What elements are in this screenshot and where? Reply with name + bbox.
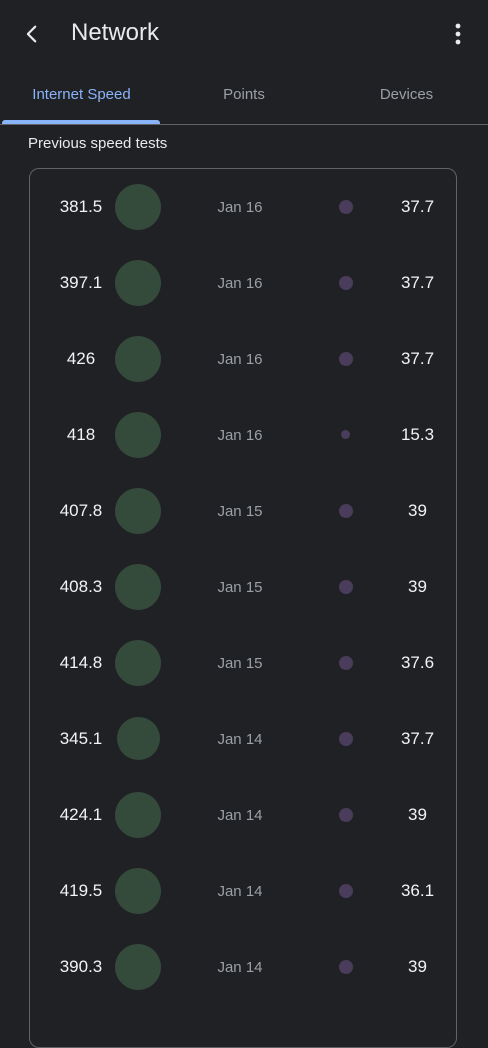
upload-speed: 37.6: [400, 653, 435, 672]
upload-indicator: [339, 808, 353, 822]
download-indicator: [115, 184, 161, 230]
more-options-button[interactable]: [442, 16, 474, 52]
test-date: Jan 14: [217, 806, 263, 824]
download-speed: 424.1: [59, 805, 103, 824]
upload-indicator: [339, 580, 353, 594]
upload-speed: 37.7: [400, 273, 435, 292]
app-bar: Network: [0, 0, 488, 66]
upload-speed: 39: [408, 577, 427, 596]
back-button[interactable]: [14, 16, 50, 52]
tab-label: Points: [223, 86, 265, 103]
download-speed: 414.8: [59, 653, 103, 672]
upload-indicator: [339, 200, 353, 214]
upload-speed: 39: [408, 805, 427, 824]
download-indicator: [115, 868, 161, 914]
download-indicator: [115, 792, 161, 838]
download-indicator: [115, 944, 161, 990]
test-date: Jan 15: [217, 578, 263, 596]
upload-indicator: [341, 430, 350, 439]
upload-indicator: [339, 504, 353, 518]
download-indicator: [117, 717, 160, 760]
page-title: Network: [71, 19, 160, 46]
download-speed: 390.3: [59, 957, 103, 976]
tab-points[interactable]: Points: [163, 66, 325, 123]
speed-test-row[interactable]: 414.8 Jan 15 37.6: [30, 625, 458, 701]
speed-test-row[interactable]: 381.5 Jan 16 37.7: [30, 169, 458, 245]
test-date: Jan 16: [217, 350, 263, 368]
upload-indicator: [339, 732, 353, 746]
tab-bar: Internet Speed Points Devices: [0, 66, 488, 125]
tab-label: Internet Speed: [32, 86, 131, 103]
upload-speed: 37.7: [400, 349, 435, 368]
download-speed: 426: [66, 349, 96, 368]
download-indicator: [115, 336, 161, 382]
download-speed: 381.5: [59, 197, 103, 216]
speed-test-row[interactable]: 345.1 Jan 14 37.7: [30, 701, 458, 777]
upload-indicator: [339, 656, 353, 670]
tab-devices[interactable]: Devices: [325, 66, 488, 123]
test-date: Jan 14: [217, 958, 263, 976]
download-speed: 418: [66, 425, 96, 444]
upload-speed: 15.3: [400, 425, 435, 444]
upload-speed: 39: [408, 957, 427, 976]
download-indicator: [115, 260, 161, 306]
download-speed: 419.5: [59, 881, 103, 900]
upload-speed: 36.1: [400, 881, 435, 900]
speed-test-row[interactable]: 426 Jan 16 37.7: [30, 321, 458, 397]
upload-speed: 37.7: [400, 729, 435, 748]
download-speed: 345.1: [59, 729, 103, 748]
test-date: Jan 16: [217, 274, 263, 292]
speed-test-row[interactable]: 390.3 Jan 14 39: [30, 929, 458, 1005]
upload-speed: 37.7: [400, 197, 435, 216]
speed-test-row[interactable]: 408.3 Jan 15 39: [30, 549, 458, 625]
upload-indicator: [339, 960, 353, 974]
upload-indicator: [339, 884, 353, 898]
download-indicator: [115, 640, 161, 686]
download-indicator: [115, 412, 161, 458]
speed-test-row[interactable]: 407.8 Jan 15 39: [30, 473, 458, 549]
speed-test-row[interactable]: 397.1 Jan 16 37.7: [30, 245, 458, 321]
download-speed: 397.1: [59, 273, 103, 292]
more-vert-icon: [455, 23, 461, 45]
test-date: Jan 14: [217, 882, 263, 900]
speed-test-row[interactable]: 418 Jan 16 15.3: [30, 397, 458, 473]
upload-indicator: [339, 352, 353, 366]
test-date: Jan 15: [217, 654, 263, 672]
download-indicator: [115, 564, 161, 610]
download-indicator: [115, 488, 161, 534]
tab-internet-speed[interactable]: Internet Speed: [0, 66, 163, 124]
download-speed: 407.8: [59, 501, 103, 520]
speed-test-row[interactable]: 424.1 Jan 14 39: [30, 777, 458, 853]
test-date: Jan 16: [217, 426, 263, 444]
active-tab-indicator: [2, 120, 160, 124]
speed-test-row[interactable]: 419.5 Jan 14 36.1: [30, 853, 458, 929]
arrow-back-icon: [26, 25, 37, 43]
upload-indicator: [339, 276, 353, 290]
tab-label: Devices: [379, 86, 434, 103]
speed-tests-list: 381.5 Jan 16 37.7 397.1 Jan 16 37.7 426 …: [29, 168, 457, 1048]
download-speed: 408.3: [59, 577, 103, 596]
test-date: Jan 15: [217, 502, 263, 520]
test-date: Jan 16: [217, 198, 263, 216]
test-date: Jan 14: [217, 730, 263, 748]
section-title: Previous speed tests: [28, 135, 168, 152]
upload-speed: 39: [408, 501, 427, 520]
